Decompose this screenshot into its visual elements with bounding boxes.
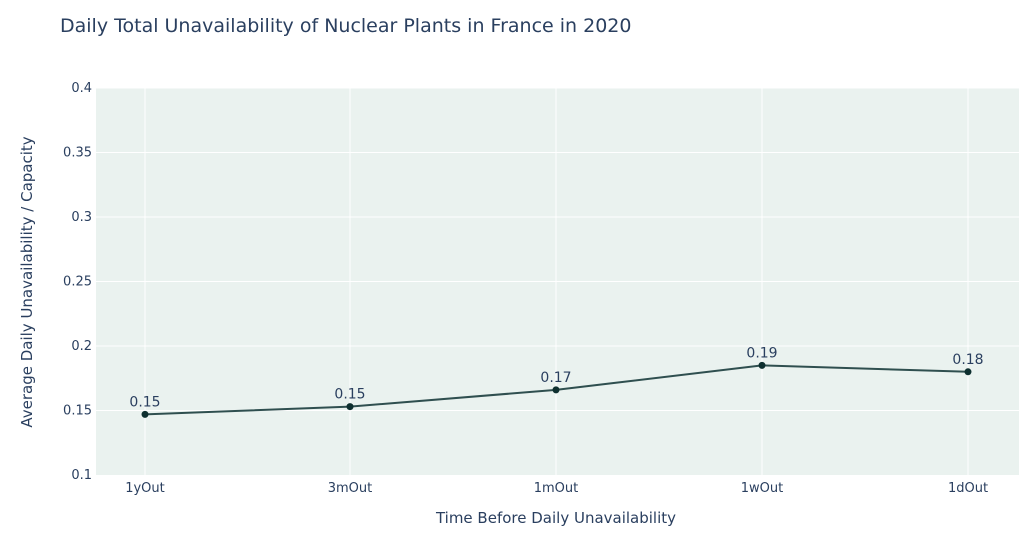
data-point-marker: [141, 410, 149, 418]
x-tick-label: 1mOut: [534, 481, 579, 496]
data-point-label: 0.15: [129, 394, 160, 410]
data-point-marker: [964, 368, 972, 376]
x-tick-label: 1yOut: [125, 481, 165, 496]
chart-title: Daily Total Unavailability of Nuclear Pl…: [60, 15, 631, 37]
y-tick-label: 0.35: [63, 146, 92, 161]
x-axis-label: Time Before Daily Unavailability: [435, 509, 676, 527]
gridlines: [96, 87, 1019, 475]
y-tick-label: 0.25: [63, 275, 92, 290]
y-tick-label: 0.1: [71, 468, 92, 483]
y-tick-label: 0.4: [71, 81, 92, 96]
y-tick-label: 0.15: [63, 404, 92, 419]
data-point-label: 0.19: [746, 345, 777, 361]
data-point-label: 0.15: [334, 387, 365, 403]
x-tick-label: 1dOut: [948, 481, 988, 496]
data-point-label: 0.18: [952, 352, 983, 368]
data-point-label: 0.17: [540, 370, 571, 386]
y-tick-label: 0.2: [71, 339, 92, 354]
series-markers: [141, 361, 972, 418]
y-axis-ticks: 0.1 0.15 0.2 0.25 0.3 0.35 0.4: [63, 81, 92, 483]
x-axis-ticks: 1yOut 3mOut 1mOut 1wOut 1dOut: [125, 481, 988, 496]
data-point-marker: [552, 386, 560, 394]
x-tick-label: 1wOut: [741, 481, 783, 496]
data-point-marker: [758, 361, 766, 369]
data-point-marker: [346, 403, 354, 411]
y-tick-label: 0.3: [71, 210, 92, 225]
data-labels: 0.15 0.15 0.17 0.19 0.18: [129, 345, 983, 410]
x-tick-label: 3mOut: [328, 481, 373, 496]
y-axis-label: Average Daily Unavailability / Capacity: [18, 136, 36, 427]
